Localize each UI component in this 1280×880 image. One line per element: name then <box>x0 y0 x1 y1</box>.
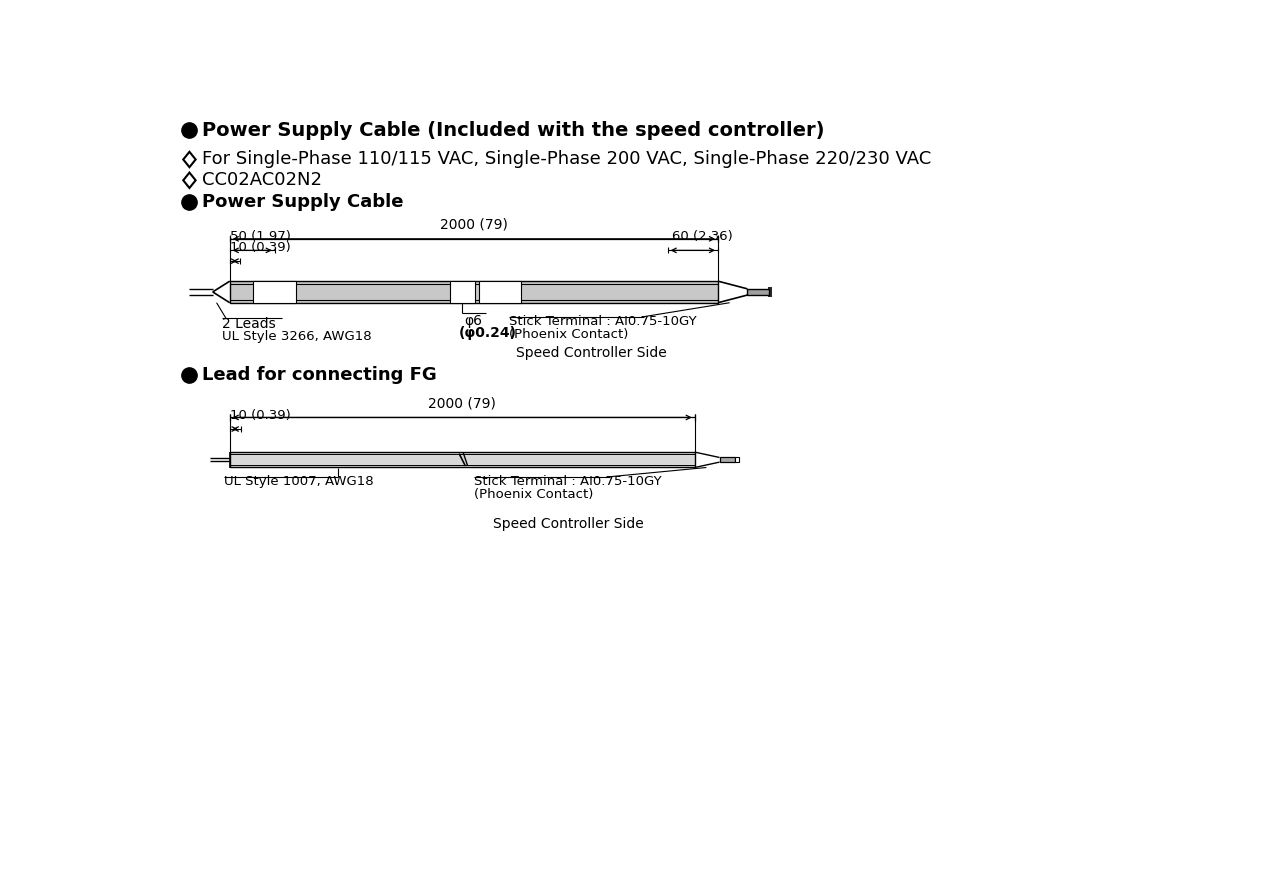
Text: CC02AC02N2: CC02AC02N2 <box>202 172 321 189</box>
Bar <box>229 281 718 303</box>
Text: Lead for connecting FG: Lead for connecting FG <box>202 366 436 384</box>
Bar <box>735 458 739 462</box>
Text: (Phoenix Contact): (Phoenix Contact) <box>474 488 593 502</box>
Text: 2 Leads: 2 Leads <box>221 317 275 331</box>
Text: (Phoenix Contact): (Phoenix Contact) <box>508 328 628 341</box>
Text: Stick Terminal : AI0.75-10GY: Stick Terminal : AI0.75-10GY <box>508 315 696 328</box>
Text: 2000 (79): 2000 (79) <box>429 397 497 410</box>
Bar <box>719 458 735 462</box>
Text: Stick Terminal : AI0.75-10GY: Stick Terminal : AI0.75-10GY <box>474 475 662 488</box>
Text: 10 (0.39): 10 (0.39) <box>229 409 291 422</box>
Bar <box>748 289 769 295</box>
Text: Power Supply Cable: Power Supply Cable <box>202 193 403 211</box>
Text: Speed Controller Side: Speed Controller Side <box>517 346 667 360</box>
Bar <box>479 281 521 303</box>
Text: UL Style 1007, AWG18: UL Style 1007, AWG18 <box>224 475 374 488</box>
Text: 10 (0.39): 10 (0.39) <box>229 241 291 254</box>
Text: For Single-Phase 110/115 VAC, Single-Phase 200 VAC, Single-Phase 220/230 VAC: For Single-Phase 110/115 VAC, Single-Pha… <box>202 150 931 168</box>
Text: φ6: φ6 <box>465 313 483 327</box>
Text: Speed Controller Side: Speed Controller Side <box>493 517 644 531</box>
Text: 50 (1.97): 50 (1.97) <box>229 231 291 244</box>
Text: (φ0.24): (φ0.24) <box>458 326 516 340</box>
Text: 2000 (79): 2000 (79) <box>440 218 508 232</box>
Text: UL Style 3266, AWG18: UL Style 3266, AWG18 <box>221 330 371 342</box>
Text: 60 (2.36): 60 (2.36) <box>672 231 732 244</box>
Bar <box>229 452 695 467</box>
Bar <box>253 281 296 303</box>
Text: Power Supply Cable (Included with the speed controller): Power Supply Cable (Included with the sp… <box>202 121 824 140</box>
Bar <box>449 281 475 303</box>
